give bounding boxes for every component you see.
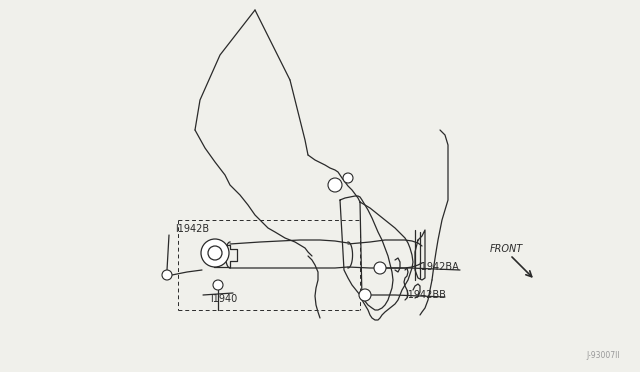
Text: J-93007II: J-93007II: [586, 351, 620, 360]
Text: l1940: l1940: [210, 294, 237, 304]
Circle shape: [374, 262, 386, 274]
Circle shape: [162, 270, 172, 280]
Text: l1942B: l1942B: [175, 224, 209, 234]
Circle shape: [343, 173, 353, 183]
Circle shape: [208, 246, 222, 260]
Circle shape: [213, 280, 223, 290]
Text: l1942BA: l1942BA: [418, 262, 459, 272]
Text: FRONT: FRONT: [490, 244, 524, 254]
Circle shape: [201, 239, 229, 267]
Circle shape: [328, 178, 342, 192]
Text: l1942BB: l1942BB: [405, 290, 446, 300]
Circle shape: [359, 289, 371, 301]
